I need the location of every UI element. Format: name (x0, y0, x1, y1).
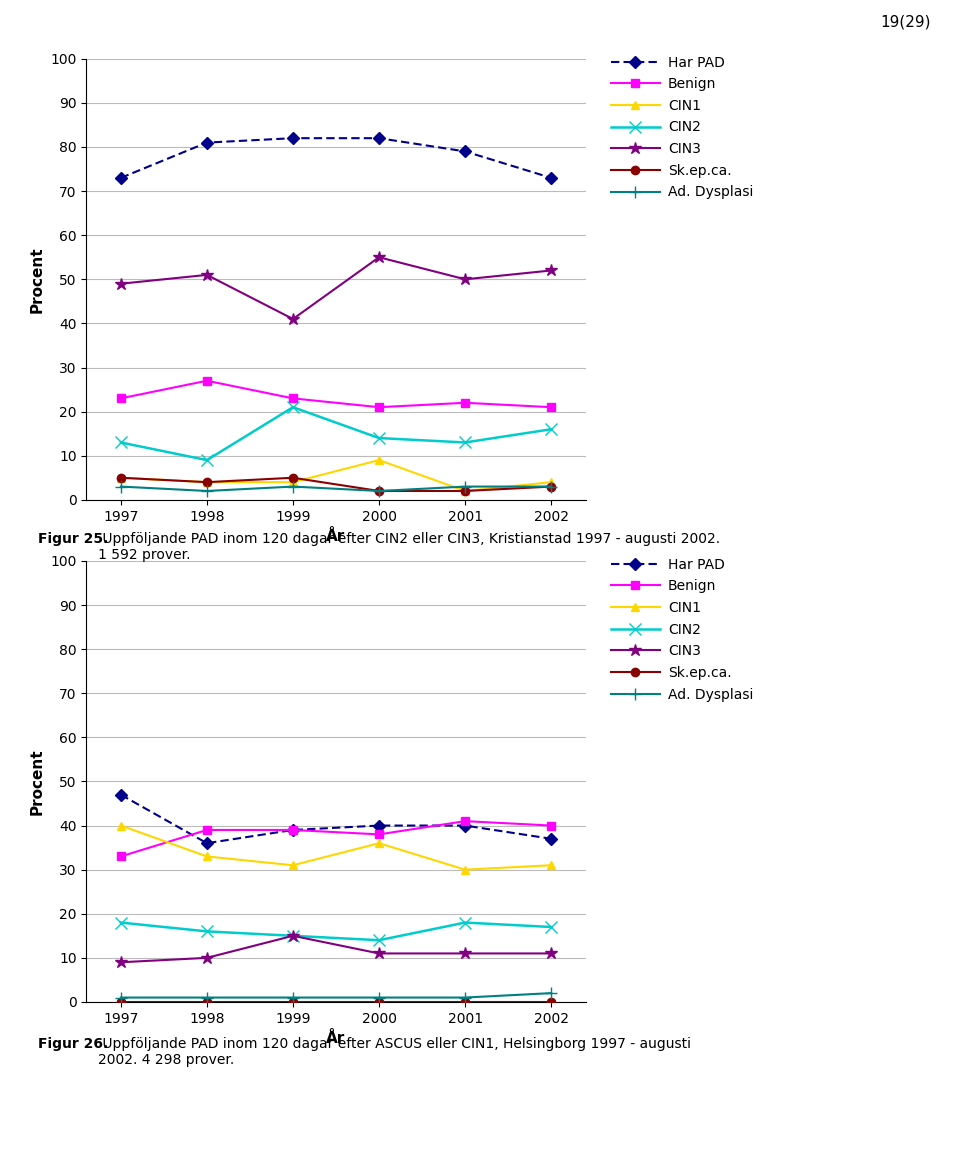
Text: Figur 25.: Figur 25. (38, 532, 108, 546)
Y-axis label: Procent: Procent (30, 246, 45, 313)
X-axis label: År: År (326, 1031, 346, 1047)
Text: Uppföljande PAD inom 120 dagar efter CIN2 eller CIN3, Kristianstad 1997 - august: Uppföljande PAD inom 120 dagar efter CIN… (98, 532, 720, 562)
Legend: Har PAD, Benign, CIN1, CIN2, CIN3, Sk.ep.ca., Ad. Dysplasi: Har PAD, Benign, CIN1, CIN2, CIN3, Sk.ep… (606, 553, 759, 707)
X-axis label: År: År (326, 529, 346, 544)
Y-axis label: Procent: Procent (30, 748, 45, 815)
Text: 19(29): 19(29) (880, 14, 931, 29)
Legend: Har PAD, Benign, CIN1, CIN2, CIN3, Sk.ep.ca., Ad. Dysplasi: Har PAD, Benign, CIN1, CIN2, CIN3, Sk.ep… (606, 51, 759, 205)
Text: Uppföljande PAD inom 120 dagar efter ASCUS eller CIN1, Helsingborg 1997 - august: Uppföljande PAD inom 120 dagar efter ASC… (98, 1037, 691, 1068)
Text: Figur 26.: Figur 26. (38, 1037, 108, 1051)
